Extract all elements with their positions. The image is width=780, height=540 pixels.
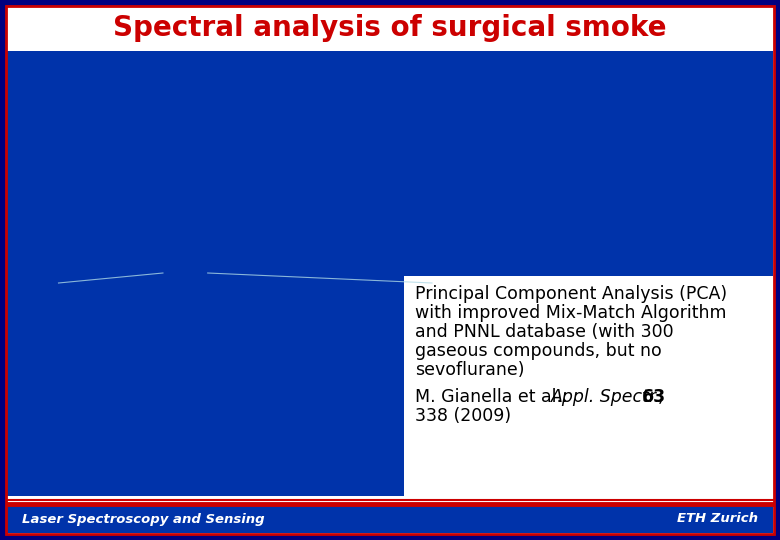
Water 0.5% (333, 404, 342, 411)
Text: gaseous compounds, but no: gaseous compounds, but no (415, 342, 661, 360)
Methane 9.1 ppm (222, 480, 231, 486)
Ethane 2.0 ppm (120, 480, 129, 487)
Ethylene 10 ppm (222, 490, 232, 496)
Ethane 2.0 ppm (222, 468, 232, 475)
Ethane 2.0 ppm (54, 489, 63, 495)
Methane 9.1 ppm (424, 420, 434, 427)
Text: Principal Component Analysis (PCA): Principal Component Analysis (PCA) (415, 285, 727, 303)
Text: sevoflurane): sevoflurane) (415, 361, 524, 379)
Methane 9.1 ppm (301, 451, 310, 457)
Legend: Water 0.5%, Methane 9.1 ppm, Ethane 2.0 ppm, Ethylene 10 ppm: Water 0.5%, Methane 9.1 ppm, Ethane 2.0 … (330, 287, 425, 341)
Line: Water 0.5%: Water 0.5% (58, 285, 429, 487)
Water 0.5% (222, 408, 231, 414)
Ethane 2.0 ppm (273, 477, 282, 483)
Text: 63: 63 (642, 388, 666, 406)
Text: M. Gianella et al.:: M. Gianella et al.: (415, 388, 573, 406)
Text: and PNNL database (with 300: and PNNL database (with 300 (415, 323, 674, 341)
Text: with improved Mix-Match Algorithm: with improved Mix-Match Algorithm (415, 304, 726, 322)
Line: Ethane 2.0 ppm: Ethane 2.0 ppm (58, 435, 429, 492)
Ethylene 10 ppm (333, 487, 342, 494)
Ethane 2.0 ppm (333, 442, 342, 449)
Ethylene 10 ppm (302, 480, 311, 487)
Ethylene 10 ppm (115, 475, 125, 482)
Methane 9.1 ppm (149, 481, 158, 488)
Bar (162, 220, 207, 273)
Water 0.5% (342, 281, 352, 288)
Ethylene 10 ppm (150, 490, 159, 496)
Text: Appl. Spectr.: Appl. Spectr. (551, 388, 666, 406)
Y-axis label: Abs. coeff. $\alpha$ ($\times$10$^{-4}$ cm$^{-1}$): Abs. coeff. $\alpha$ ($\times$10$^{-4}$ … (414, 106, 427, 220)
Text: ,: , (658, 388, 663, 406)
X-axis label: Wavenumber (cm$^{-1}$): Wavenumber (cm$^{-1}$) (193, 518, 295, 533)
Water 0.5% (424, 440, 434, 447)
Bar (404, 276, 773, 496)
Water 0.5% (54, 483, 63, 490)
Bar (7, 505, 773, 533)
Ethylene 10 ppm (54, 490, 63, 497)
Legend: Sevoflurane 250 ppm: Sevoflurane 250 ppm (453, 59, 594, 77)
Water 0.5% (301, 447, 310, 454)
Bar (7, 51, 773, 496)
Text: Laser Spectroscopy and Sensing: Laser Spectroscopy and Sensing (22, 512, 264, 525)
Ethane 2.0 ppm (424, 480, 434, 487)
Ethylene 10 ppm (424, 485, 434, 491)
Methane 9.1 ppm (422, 401, 431, 407)
Methane 9.1 ppm (272, 462, 282, 468)
Methane 9.1 ppm (119, 461, 129, 467)
Line: Methane 9.1 ppm: Methane 9.1 ppm (58, 404, 429, 490)
Ethane 2.0 ppm (302, 481, 311, 488)
Ethane 2.0 ppm (96, 431, 105, 438)
Methane 9.1 ppm (333, 410, 342, 417)
Bar (7, 7, 773, 50)
Ethylene 10 ppm (273, 478, 282, 484)
Methane 9.1 ppm (54, 487, 63, 494)
Ethylene 10 ppm (120, 484, 129, 490)
Line: Ethylene 10 ppm: Ethylene 10 ppm (58, 478, 429, 494)
Water 0.5% (119, 403, 129, 410)
Text: 338 (2009): 338 (2009) (415, 407, 511, 425)
Water 0.5% (272, 441, 282, 447)
Y-axis label: Abs. coeff. $\alpha$ ($\times$10$^{-4}$ cm$^{-1}$): Abs. coeff. $\alpha$ ($\times$10$^{-4}$ … (9, 332, 23, 446)
Text: Spectral analysis of surgical smoke: Spectral analysis of surgical smoke (113, 14, 667, 42)
Ethane 2.0 ppm (150, 483, 159, 489)
Text: ETH Zurich: ETH Zurich (677, 512, 758, 525)
Y-axis label: Abs. coeff. $\alpha$ ($\times$10$^{-4}$ cm$^{-1}$): Abs. coeff. $\alpha$ ($\times$10$^{-4}$ … (24, 106, 37, 220)
Water 0.5% (149, 436, 158, 443)
X-axis label: Wavenumber (cm$^{-1}$): Wavenumber (cm$^{-1}$) (193, 297, 295, 312)
X-axis label: Wavenumber (cm$^{-1}$): Wavenumber (cm$^{-1}$) (549, 297, 652, 312)
